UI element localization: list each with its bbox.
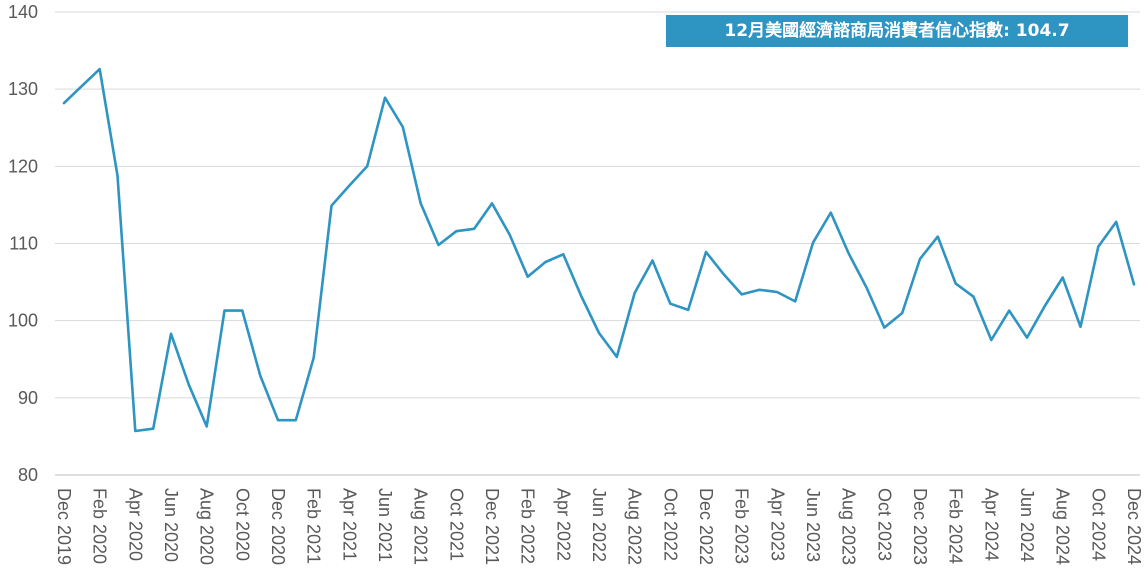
x-tick-label: Oct 2020 <box>232 488 252 561</box>
y-tick-label: 110 <box>9 234 38 254</box>
x-tick-label: Aug 2021 <box>411 488 431 565</box>
x-tick-label: Aug 2022 <box>625 488 645 565</box>
x-tick-label: Dec 2021 <box>482 488 502 565</box>
x-tick-label: Aug 2020 <box>197 488 217 565</box>
annotation-badge: 12月美國經濟諮商局消費者信心指數: 104.7 <box>666 15 1128 47</box>
x-tick-label: Apr 2024 <box>981 488 1001 561</box>
x-axis-ticks: Dec 2019 Feb 2020 Apr 2020 Jun 2020 Aug 2020… <box>54 488 1144 565</box>
x-tick-label: Oct 2021 <box>446 488 466 561</box>
series-line-0 <box>62 67 1136 433</box>
y-axis-ticks: 80 90 100 110 120 130 140 <box>8 2 38 485</box>
x-tick-label: Oct 2022 <box>660 488 680 561</box>
x-tick-label: Apr 2020 <box>125 488 145 561</box>
x-tick-label: Jun 2021 <box>375 488 395 562</box>
x-tick-label: Jun 2023 <box>803 488 823 562</box>
x-tick-label: Feb 2020 <box>90 488 110 564</box>
x-tick-label: Dec 2024 <box>1124 488 1144 565</box>
x-tick-label: Aug 2023 <box>839 488 859 565</box>
x-tick-label: Feb 2021 <box>304 488 324 564</box>
x-tick-label: Feb 2023 <box>732 488 752 564</box>
x-tick-label: Jun 2022 <box>589 488 609 562</box>
x-tick-label: Jun 2024 <box>1017 488 1037 562</box>
series-layer <box>62 67 1136 433</box>
x-tick-label: Dec 2022 <box>696 488 716 565</box>
x-tick-label: Feb 2024 <box>946 488 966 564</box>
y-tick-label: 140 <box>8 2 38 22</box>
x-tick-label: Apr 2022 <box>553 488 573 561</box>
y-tick-label: 100 <box>8 311 38 331</box>
x-tick-label: Jun 2020 <box>161 488 181 562</box>
x-tick-label: Oct 2024 <box>1088 488 1108 561</box>
x-tick-label: Apr 2023 <box>767 488 787 561</box>
y-tick-label: 80 <box>18 465 38 485</box>
x-tick-label: Aug 2024 <box>1053 488 1073 565</box>
gridlines <box>55 11 1140 399</box>
y-tick-label: 90 <box>18 388 38 408</box>
x-tick-label: Dec 2019 <box>54 488 74 565</box>
x-tick-label: Dec 2023 <box>910 488 930 565</box>
x-tick-label: Dec 2020 <box>268 488 288 565</box>
x-tick-label: Feb 2022 <box>518 488 538 564</box>
x-tick-label: Oct 2023 <box>874 488 894 561</box>
x-tick-label: Apr 2021 <box>339 488 359 561</box>
y-tick-label: 130 <box>8 79 38 99</box>
y-tick-label: 120 <box>8 156 38 176</box>
